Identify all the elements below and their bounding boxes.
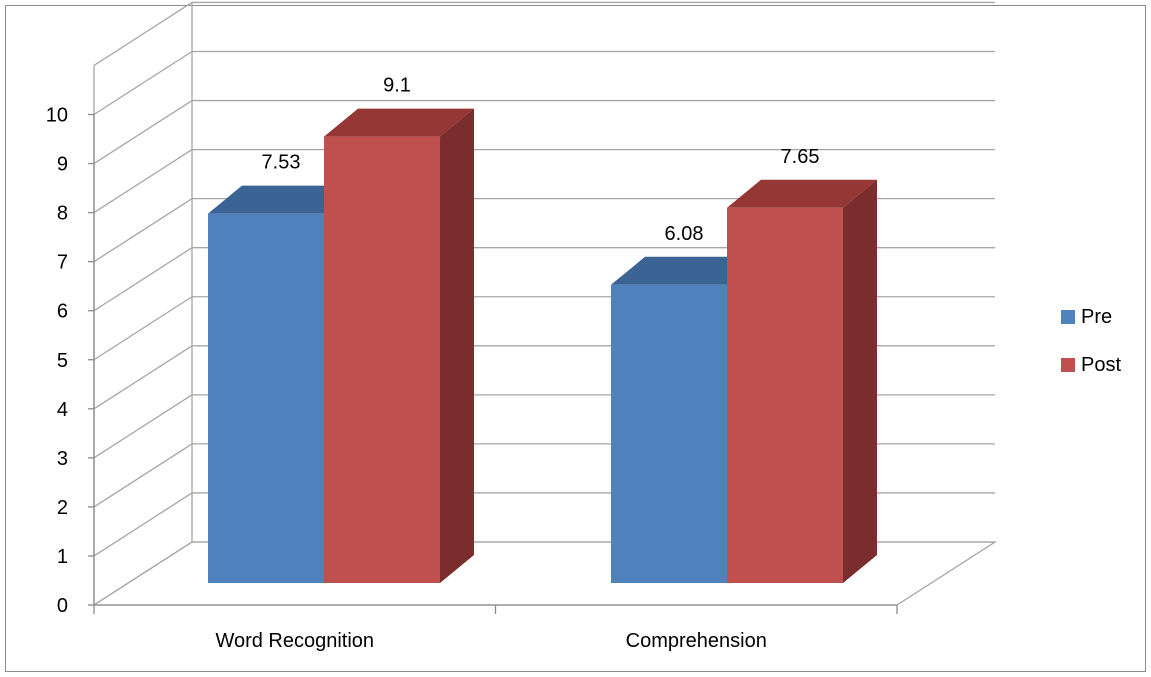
bar-post-top [727,179,877,208]
bar-post-side [843,179,877,583]
data-label: 7.65 [781,146,820,168]
data-labels: 7.53 6.08 9.1 7.65 [262,75,820,245]
y-tick-label: 2 [57,497,68,519]
gridline-side [93,198,193,263]
bar-pre-top [208,185,358,214]
bar-pre-front [611,284,727,583]
y-tick-label: 0 [57,595,68,617]
gridline-side [93,394,193,459]
legend: Pre Post [1061,306,1121,376]
data-label: 6.08 [665,223,704,245]
x-category-label: Word Recognition [215,630,374,652]
bar-post-front [727,207,843,583]
y-tick-label: 1 [57,546,68,568]
data-label: 7.53 [262,152,301,174]
y-tick-label: 8 [57,203,68,225]
gridline-side [93,247,193,312]
y-tick-label: 6 [57,301,68,323]
legend-swatch-pre [1061,310,1075,324]
x-axis-ticks: Word Recognition Comprehension [93,605,898,652]
chart-area [5,5,1146,672]
legend-label-post: Post [1081,354,1121,376]
gridline-side [93,443,193,508]
gridline-side [93,296,193,361]
gridline-side [93,50,193,116]
gridline-side [93,149,193,214]
y-tick-label: 5 [57,350,68,372]
legend-swatch-post [1061,358,1075,372]
data-label: 9.1 [383,75,411,97]
y-tick-label: 9 [57,154,68,176]
side-wall-top-edge [93,1,193,66]
bar-post-side [440,108,474,584]
y-axis-ticks: 0 1 2 3 4 5 6 7 8 9 10 [46,105,94,617]
bar-pre-front [208,213,324,583]
bar-pre-top [611,256,761,285]
y-tick-label: 7 [57,252,68,274]
y-tick-label: 4 [57,399,68,421]
gridline-side [93,345,193,410]
gridline-side [93,541,193,606]
bar-post-top [324,108,474,137]
gridline-side [93,492,193,557]
y-tick-label: 3 [57,448,68,470]
bars [208,108,877,584]
x-category-label: Comprehension [626,630,767,652]
gridline-side [93,100,193,165]
y-tick-label: 10 [46,105,68,127]
legend-label-pre: Pre [1081,306,1112,328]
bar-post-front [324,136,440,583]
